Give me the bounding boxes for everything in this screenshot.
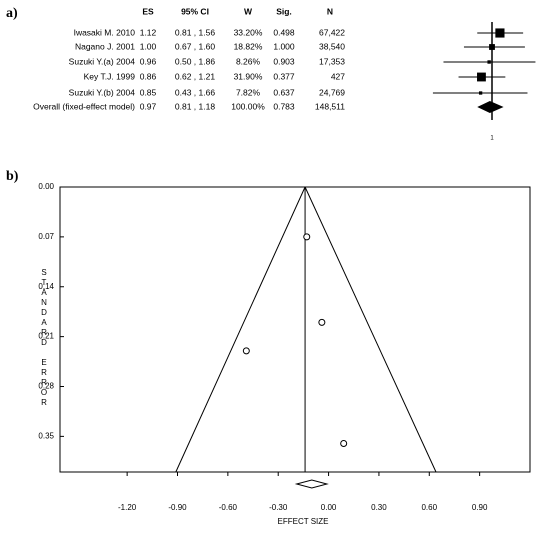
n-cell: 17,353 [319, 56, 345, 66]
effect-square [478, 91, 483, 95]
es-cell: 0.97 [140, 101, 157, 111]
x-tick-label: 0.90 [472, 503, 488, 512]
study-name: Suzuki Y.(a) 2004 [69, 56, 136, 66]
summary-diamond [477, 101, 504, 113]
funnel-edge [175, 186, 306, 473]
weight-cell: 7.82% [236, 87, 261, 97]
x-tick-label: -0.60 [219, 503, 238, 512]
y-tick-label: 0.35 [38, 431, 54, 440]
study-name: Iwasaki M. 2010 [74, 27, 136, 37]
sig-cell: 1.000 [273, 41, 295, 51]
weight-cell: 33.20% [234, 27, 263, 37]
ci-cell: 0.81 , 1.18 [175, 101, 215, 111]
study-point [303, 233, 311, 241]
weight-cell: 18.82% [234, 41, 263, 51]
sig-cell: 0.783 [273, 101, 295, 111]
study-name: Overall (fixed-effect model) [33, 101, 135, 111]
column-header: N [327, 6, 333, 16]
x-tick-label: 1 [490, 136, 494, 142]
sig-cell: 0.377 [273, 71, 295, 81]
ci-cell: 0.50 , 1.86 [175, 56, 215, 66]
study-name: Nagano J. 2001 [75, 41, 135, 51]
y-axis-label: STANDARD ERROR [40, 268, 49, 408]
ci-cell: 0.81 , 1.56 [175, 27, 215, 37]
n-cell: 24,769 [319, 87, 345, 97]
study-name: Suzuki Y.(b) 2004 [69, 87, 136, 97]
x-tick-label: 0.60 [421, 503, 437, 512]
column-header: 95% CI [181, 6, 209, 16]
panel-label: a) [6, 6, 18, 21]
effect-square [495, 28, 505, 38]
funnel-edge [304, 186, 437, 473]
plot-frame [59, 186, 531, 473]
n-cell: 38,540 [319, 41, 345, 51]
es-cell: 1.12 [140, 27, 157, 37]
weight-cell: 8.26% [236, 56, 261, 66]
es-cell: 0.85 [140, 87, 157, 97]
study-point [242, 347, 250, 355]
weight-cell: 31.90% [234, 71, 263, 81]
x-tick-label: 0.00 [321, 503, 337, 512]
effect-square [489, 44, 495, 50]
column-header: ES [142, 6, 154, 16]
panel-label: b) [6, 169, 19, 184]
effect-square [487, 60, 491, 64]
ci-cell: 0.43 , 1.66 [175, 87, 215, 97]
column-header: Sig. [276, 6, 292, 16]
x-tick-label: -0.30 [269, 503, 288, 512]
sig-cell: 0.637 [273, 87, 295, 97]
column-header: W [244, 6, 253, 16]
n-cell: 427 [331, 71, 345, 81]
x-axis-label: EFFECT SIZE [278, 517, 329, 526]
x-tick-label: -1.20 [118, 503, 137, 512]
es-cell: 0.86 [140, 71, 157, 81]
ci-cell: 0.67 , 1.60 [175, 41, 215, 51]
summary-diamond [294, 479, 329, 489]
es-cell: 1.00 [140, 41, 157, 51]
y-tick-label: 0.21 [38, 332, 54, 341]
x-tick-label: -0.90 [168, 503, 187, 512]
weight-cell: 100.00% [231, 101, 265, 111]
x-tick-label: 0.30 [371, 503, 387, 512]
y-tick-label: 0.00 [38, 182, 54, 191]
study-point [340, 440, 348, 447]
y-tick-label: 0.07 [38, 232, 54, 241]
y-tick-label: 0.28 [38, 382, 54, 391]
es-cell: 0.96 [140, 56, 157, 66]
n-cell: 148,511 [315, 101, 345, 111]
study-point [318, 318, 326, 326]
n-cell: 67,422 [319, 27, 345, 37]
study-name: Key T.J. 1999 [84, 71, 136, 81]
sig-cell: 0.903 [273, 56, 295, 66]
y-tick-label: 0.14 [38, 282, 54, 291]
ci-cell: 0.62 , 1.21 [175, 71, 215, 81]
sig-cell: 0.498 [273, 27, 295, 37]
effect-square [477, 72, 486, 82]
